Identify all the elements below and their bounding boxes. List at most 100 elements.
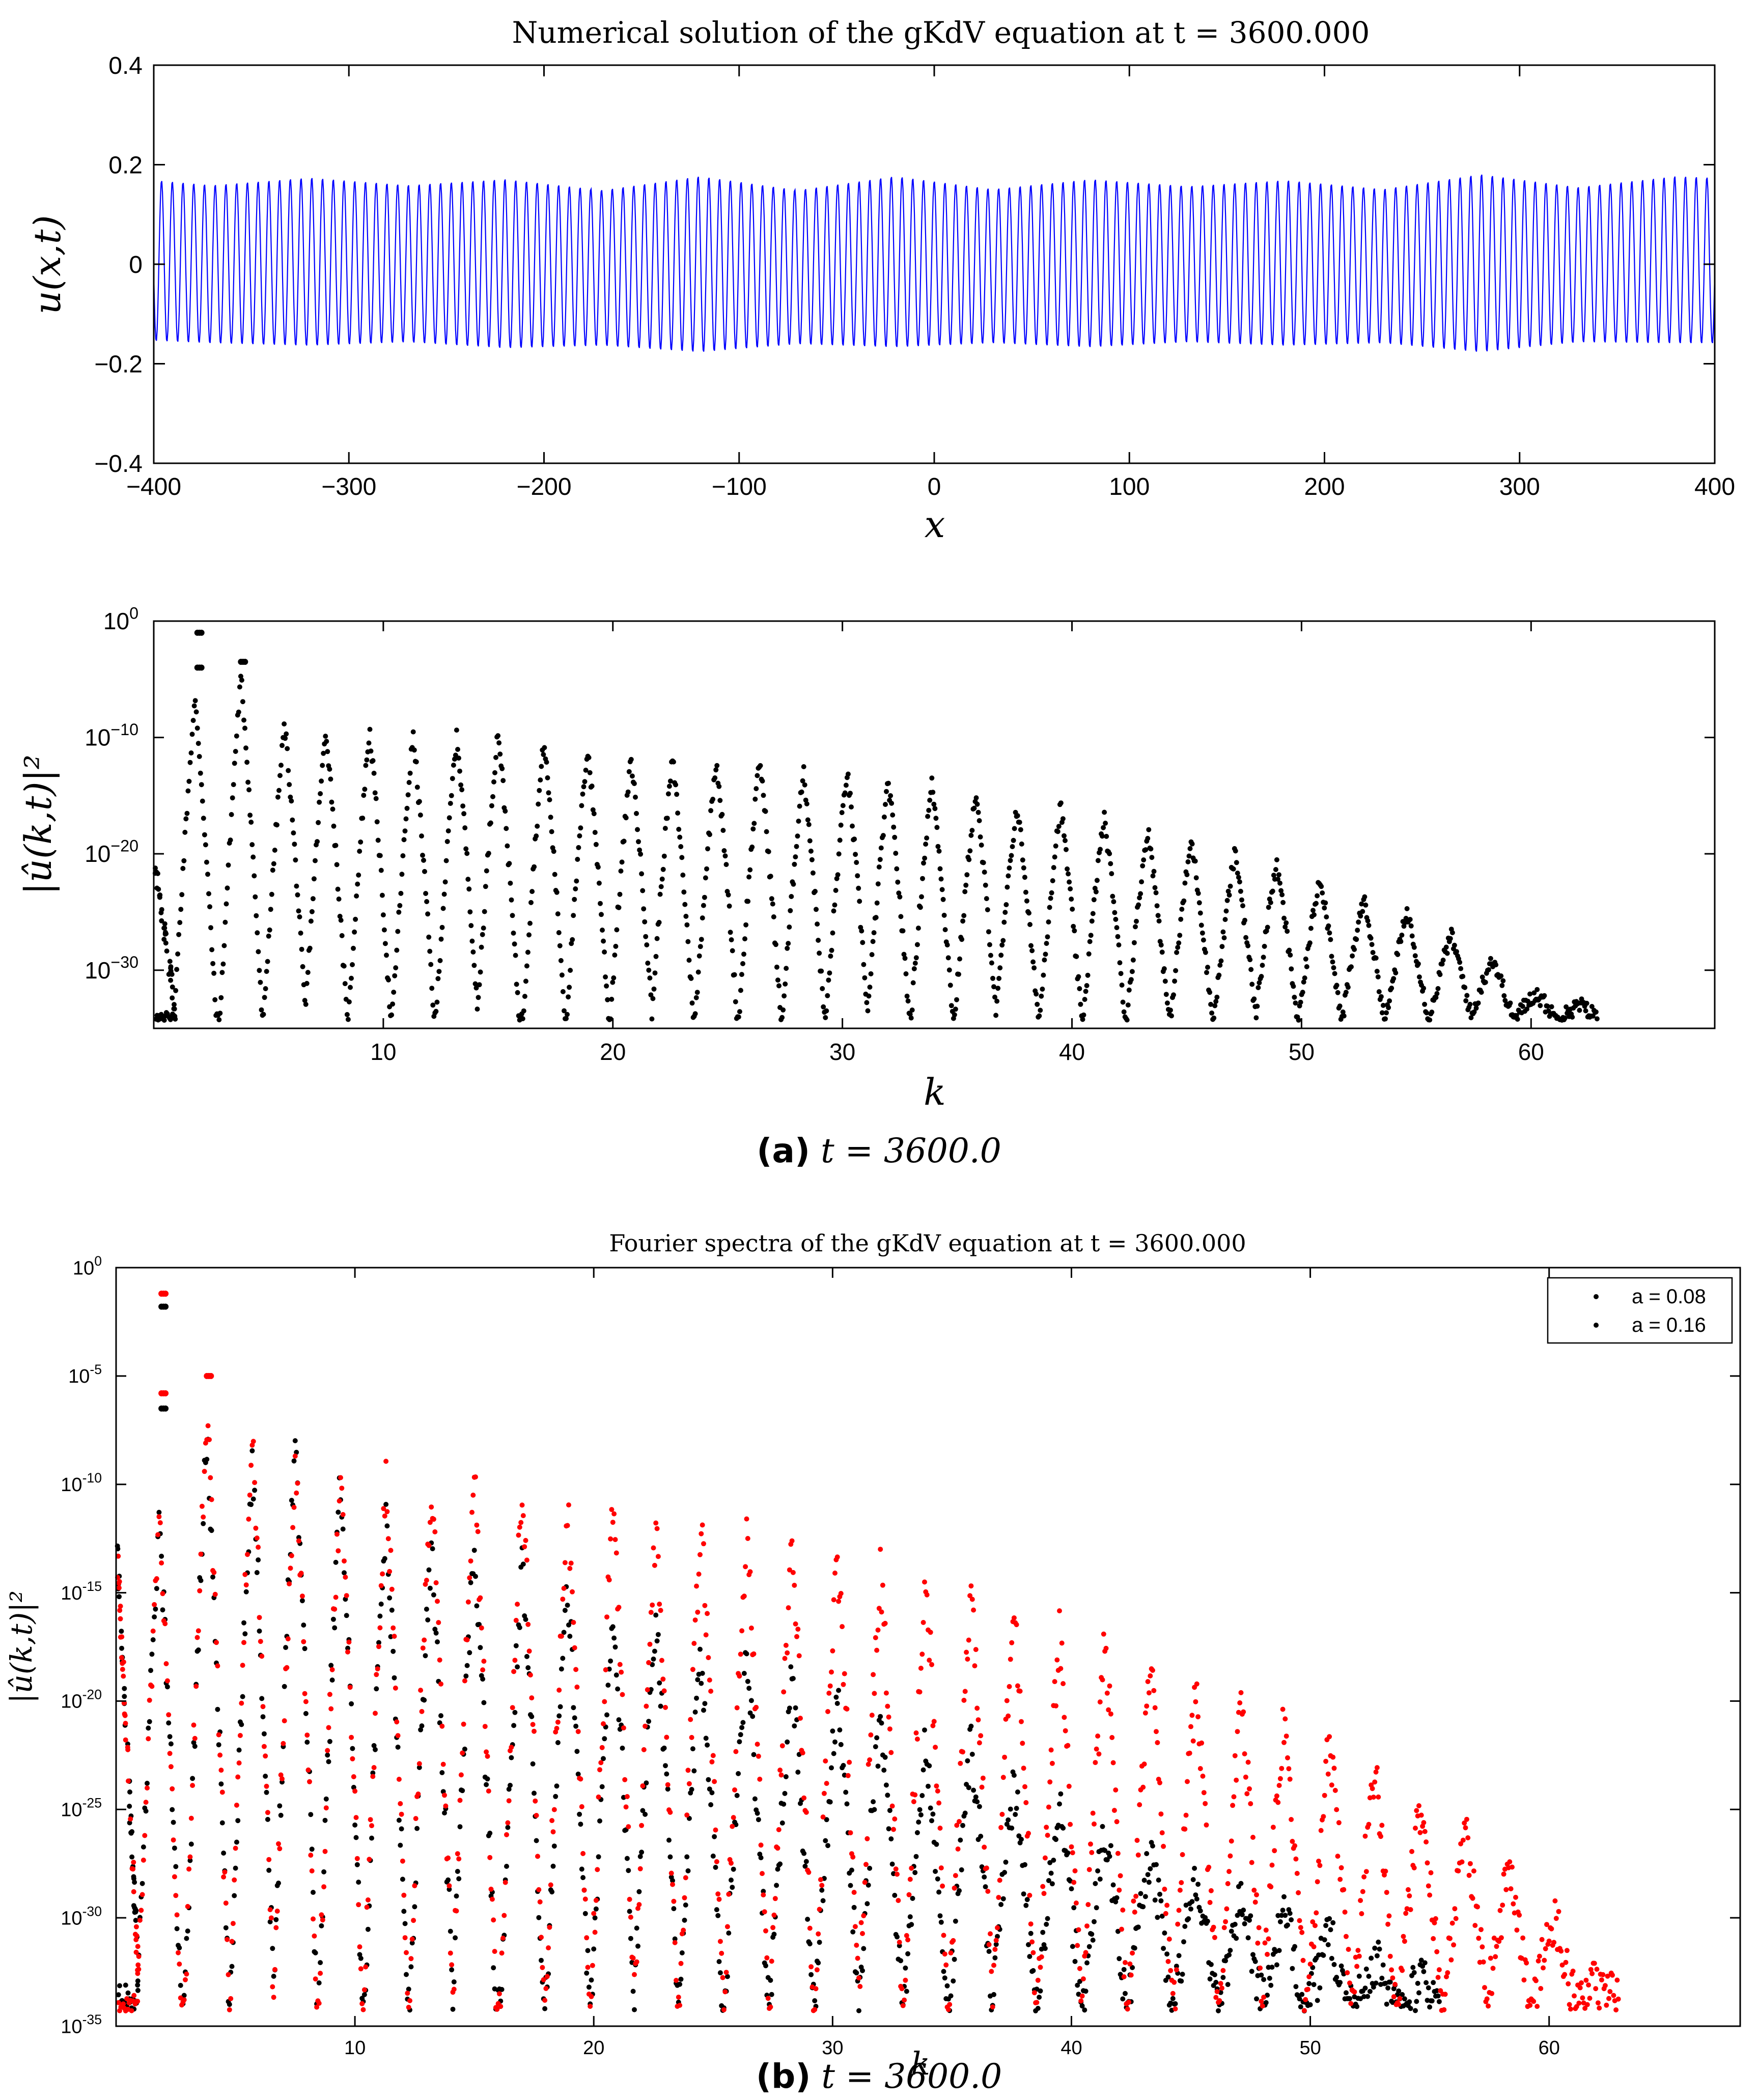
p2-point xyxy=(414,785,420,790)
p3-point xyxy=(211,1570,217,1575)
p2-point xyxy=(1131,940,1137,945)
p3-point xyxy=(606,1577,612,1583)
p2-point xyxy=(981,860,986,865)
p2-point xyxy=(1278,888,1284,893)
p2-point xyxy=(640,888,646,893)
p2-point xyxy=(382,941,388,946)
p3-point xyxy=(345,1645,350,1651)
p3-isolated-point xyxy=(162,1303,169,1310)
p3-point xyxy=(1173,2006,1178,2011)
p2-point xyxy=(1060,816,1066,822)
p3-point xyxy=(717,1939,723,1944)
p3-point xyxy=(882,1754,888,1760)
p3-point xyxy=(1114,1895,1120,1900)
p3-point xyxy=(174,1912,180,1918)
p2-point xyxy=(538,777,543,783)
p3-point xyxy=(909,1922,914,1927)
p3-point xyxy=(850,1854,856,1860)
p3-point xyxy=(817,1940,822,1945)
p3-point xyxy=(651,1656,656,1662)
p3-point xyxy=(239,1700,244,1706)
p2-isolated-point xyxy=(198,664,205,671)
p3-point xyxy=(1336,1820,1342,1826)
p2-point xyxy=(472,981,478,987)
p3-point xyxy=(451,1979,457,1984)
p3-point xyxy=(290,1525,296,1530)
p3-point xyxy=(278,1812,284,1818)
p3-point xyxy=(482,1724,488,1729)
p2-point xyxy=(1154,903,1160,909)
p3-point xyxy=(1297,1918,1302,1923)
p3-point xyxy=(823,1838,828,1843)
p3-point xyxy=(1352,1989,1357,1995)
p3-point xyxy=(309,1846,315,1852)
p3-point xyxy=(273,1925,279,1930)
p3-point xyxy=(1239,1912,1245,1917)
p3-point xyxy=(296,1538,301,1544)
p2-point xyxy=(1343,990,1349,995)
p3-point xyxy=(1539,1937,1545,1942)
p3-point xyxy=(117,1608,123,1613)
p2-point xyxy=(573,886,578,891)
p2-point xyxy=(1577,1007,1582,1013)
p3-point xyxy=(624,1794,630,1799)
p3-point xyxy=(785,1739,790,1745)
p3-point xyxy=(486,1788,491,1794)
p3-point xyxy=(239,1722,244,1727)
p2-point xyxy=(1095,858,1101,863)
p3-point xyxy=(369,1835,374,1841)
p3-point xyxy=(670,1878,675,1883)
p3-point xyxy=(123,1982,128,1988)
p2-point xyxy=(826,977,831,983)
p2-point xyxy=(458,782,464,788)
p3-point xyxy=(559,1634,564,1639)
p3-point xyxy=(660,1676,666,1682)
p2-point xyxy=(1182,880,1188,886)
p3-point xyxy=(1344,1990,1349,1996)
p2-point xyxy=(371,770,377,776)
p3-point xyxy=(311,1916,316,1922)
p2-point xyxy=(238,674,243,679)
legend-marker-red xyxy=(1594,1323,1599,1328)
p2-point xyxy=(216,1017,222,1023)
p2-point xyxy=(1067,879,1072,885)
p3-point xyxy=(311,1890,316,1895)
p2-point xyxy=(739,972,744,977)
p3-point xyxy=(604,1712,609,1718)
p3-point xyxy=(1094,1905,1099,1911)
p2-point xyxy=(660,866,666,872)
p3-point xyxy=(769,1992,774,1997)
p2-point xyxy=(1148,846,1154,852)
p3-point xyxy=(1386,1913,1392,1919)
p3-point xyxy=(1187,1750,1192,1756)
p3-point xyxy=(1283,1733,1289,1739)
p3-point xyxy=(847,1759,852,1765)
p2-ytick-label: 10−20 xyxy=(85,837,138,867)
p2-point xyxy=(342,981,348,987)
p2-point xyxy=(490,794,495,799)
p2-point xyxy=(1179,907,1185,912)
p2-point xyxy=(701,903,706,908)
p3-point xyxy=(1069,1886,1074,1892)
p3-point xyxy=(862,1880,868,1885)
p3-point xyxy=(1097,1699,1103,1705)
p3-point xyxy=(1369,1955,1374,1961)
p2-point xyxy=(1136,902,1141,908)
p3-isolated-point xyxy=(208,1373,214,1379)
p3-point xyxy=(551,1807,557,1812)
p3-point xyxy=(1086,1867,1092,1872)
p2-point xyxy=(784,966,789,971)
p2-point xyxy=(1087,939,1093,944)
p2-point xyxy=(1236,875,1241,880)
p3-point xyxy=(198,1578,204,1583)
p2-point xyxy=(1330,959,1335,965)
p3-point xyxy=(1261,1977,1267,1982)
p3-point xyxy=(223,1925,229,1930)
p3-point xyxy=(338,1475,343,1480)
p2-point xyxy=(957,956,962,962)
p3-point xyxy=(371,1765,377,1770)
p3-point xyxy=(1110,1760,1116,1766)
p3-point xyxy=(1188,1724,1193,1729)
p3-point xyxy=(542,1998,548,2003)
p3-point xyxy=(359,2001,365,2006)
